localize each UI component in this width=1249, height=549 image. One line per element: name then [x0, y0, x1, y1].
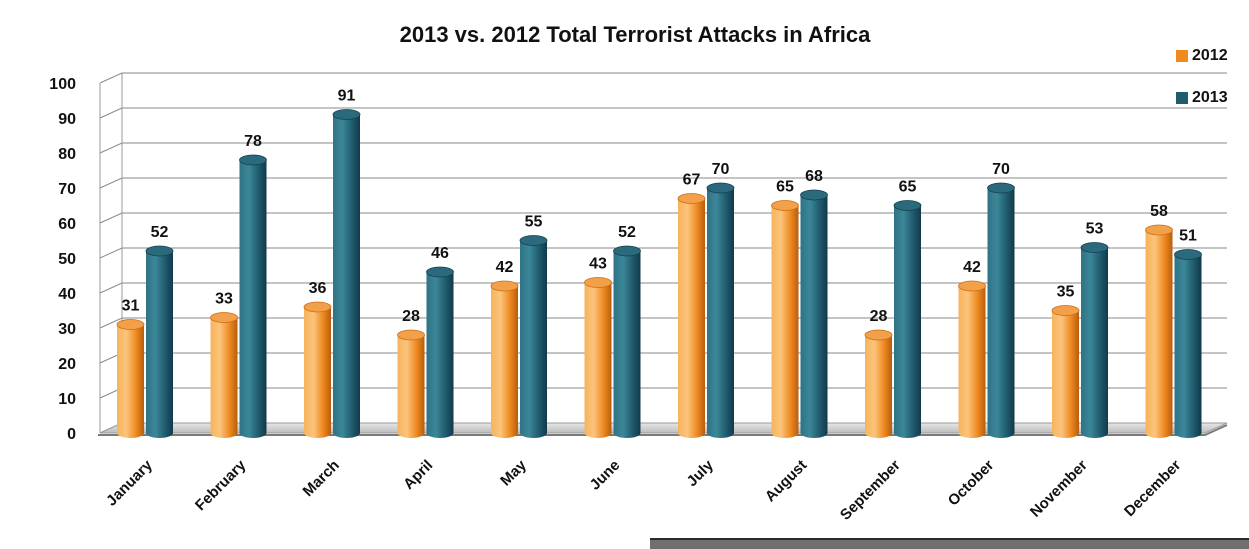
x-tick-label: April [400, 457, 436, 493]
data-label-2013-november: 53 [1086, 221, 1104, 238]
x-tick-label: July [684, 456, 718, 490]
data-label-2013-april: 46 [431, 245, 449, 262]
x-tick-label: August [762, 457, 811, 506]
floor [99, 422, 1228, 434]
bar-2013-december [1174, 249, 1202, 438]
bar-2013-june [613, 245, 641, 438]
data-label-2012-december: 58 [1150, 203, 1168, 220]
y-tick-label: 100 [49, 76, 76, 93]
bar-2012-november [1051, 305, 1080, 438]
floor-edge [98, 424, 1228, 436]
data-label-2012-november: 35 [1057, 284, 1075, 301]
legend-label-2013: 2013 [1192, 89, 1228, 106]
bar-2013-march [332, 109, 361, 438]
gridline [99, 72, 1227, 84]
legend: 2012 2013 [1176, 44, 1228, 128]
data-label-2013-december: 51 [1179, 228, 1197, 245]
legend-label-2012: 2012 [1192, 47, 1228, 64]
bottom-strip [650, 538, 1249, 549]
bar-2013-july [706, 182, 735, 438]
bar-2012-may [490, 280, 519, 438]
bar-2012-october [958, 280, 986, 438]
data-label-2013-january: 52 [151, 224, 169, 241]
data-label-2012-march: 36 [309, 280, 327, 297]
x-tick-label: March [300, 457, 343, 500]
gridline [99, 177, 1227, 189]
legend-swatch-2012 [1176, 50, 1188, 62]
bar-2012-december [1145, 224, 1173, 438]
bar-2012-april [397, 329, 425, 438]
gridline [99, 142, 1227, 154]
bar-2013-may [519, 235, 548, 438]
data-label-2013-february: 78 [244, 133, 262, 150]
chart-title: 2013 vs. 2012 Total Terrorist Attacks in… [399, 22, 871, 47]
legend-swatch-2013 [1176, 92, 1188, 104]
bar-2013-november [1080, 242, 1109, 438]
x-tick-label: February [192, 456, 250, 514]
y-tick-label: 30 [58, 321, 76, 338]
data-label-2012-february: 33 [215, 291, 233, 308]
bar-2012-september [864, 329, 893, 438]
y-tick-label: 50 [58, 251, 76, 268]
data-label-2013-august: 68 [805, 168, 823, 185]
data-label-2013-june: 52 [618, 224, 636, 241]
data-label-2012-august: 65 [776, 179, 794, 196]
x-tick-label: October [945, 457, 998, 510]
y-tick-label: 70 [58, 181, 76, 198]
bar-2013-april [426, 266, 454, 438]
x-tick-label: December [1121, 457, 1184, 520]
data-label-2012-may: 42 [496, 259, 514, 276]
bar-2012-february [210, 312, 238, 438]
legend-item-2013: 2013 [1176, 86, 1228, 110]
data-label-2013-october: 70 [992, 161, 1010, 178]
x-tick-label: January [103, 456, 156, 509]
y-tick-label: 60 [58, 216, 76, 233]
data-label-2013-may: 55 [525, 214, 543, 231]
gridline [99, 107, 1227, 119]
bar-2013-october [987, 182, 1015, 438]
y-tick-label: 80 [58, 146, 76, 163]
bar-2013-february [239, 154, 267, 438]
bar-2012-june [584, 277, 612, 438]
bar-2012-march [303, 301, 332, 438]
bar-2013-september [893, 200, 922, 438]
bar-2013-january [145, 245, 174, 438]
gridline [99, 212, 1227, 224]
data-label-2012-september: 28 [870, 308, 888, 325]
data-label-2013-march: 91 [338, 88, 356, 105]
y-tick-label: 90 [58, 111, 76, 128]
legend-item-2012: 2012 [1176, 44, 1228, 68]
x-tick-label: May [497, 456, 530, 489]
y-tick-label: 10 [58, 391, 76, 408]
bar-2012-july [677, 193, 706, 438]
y-tick-label: 20 [58, 356, 76, 373]
data-label-2013-july: 70 [712, 161, 730, 178]
bar-2012-august [771, 200, 799, 438]
data-label-2012-january: 31 [122, 298, 140, 315]
data-label-2012-october: 42 [963, 259, 981, 276]
data-label-2012-june: 43 [589, 256, 607, 273]
x-tick-label: June [587, 457, 624, 494]
data-label-2013-september: 65 [899, 179, 917, 196]
y-tick-label: 40 [58, 286, 76, 303]
y-tick-label: 0 [67, 426, 76, 443]
data-label-2012-april: 28 [402, 308, 420, 325]
x-tick-label: September [837, 457, 904, 524]
bar-2012-january [116, 319, 145, 438]
bar-2013-august [800, 189, 828, 438]
gridline [99, 247, 1227, 259]
x-tick-label: November [1027, 457, 1091, 521]
data-label-2012-july: 67 [683, 172, 701, 189]
